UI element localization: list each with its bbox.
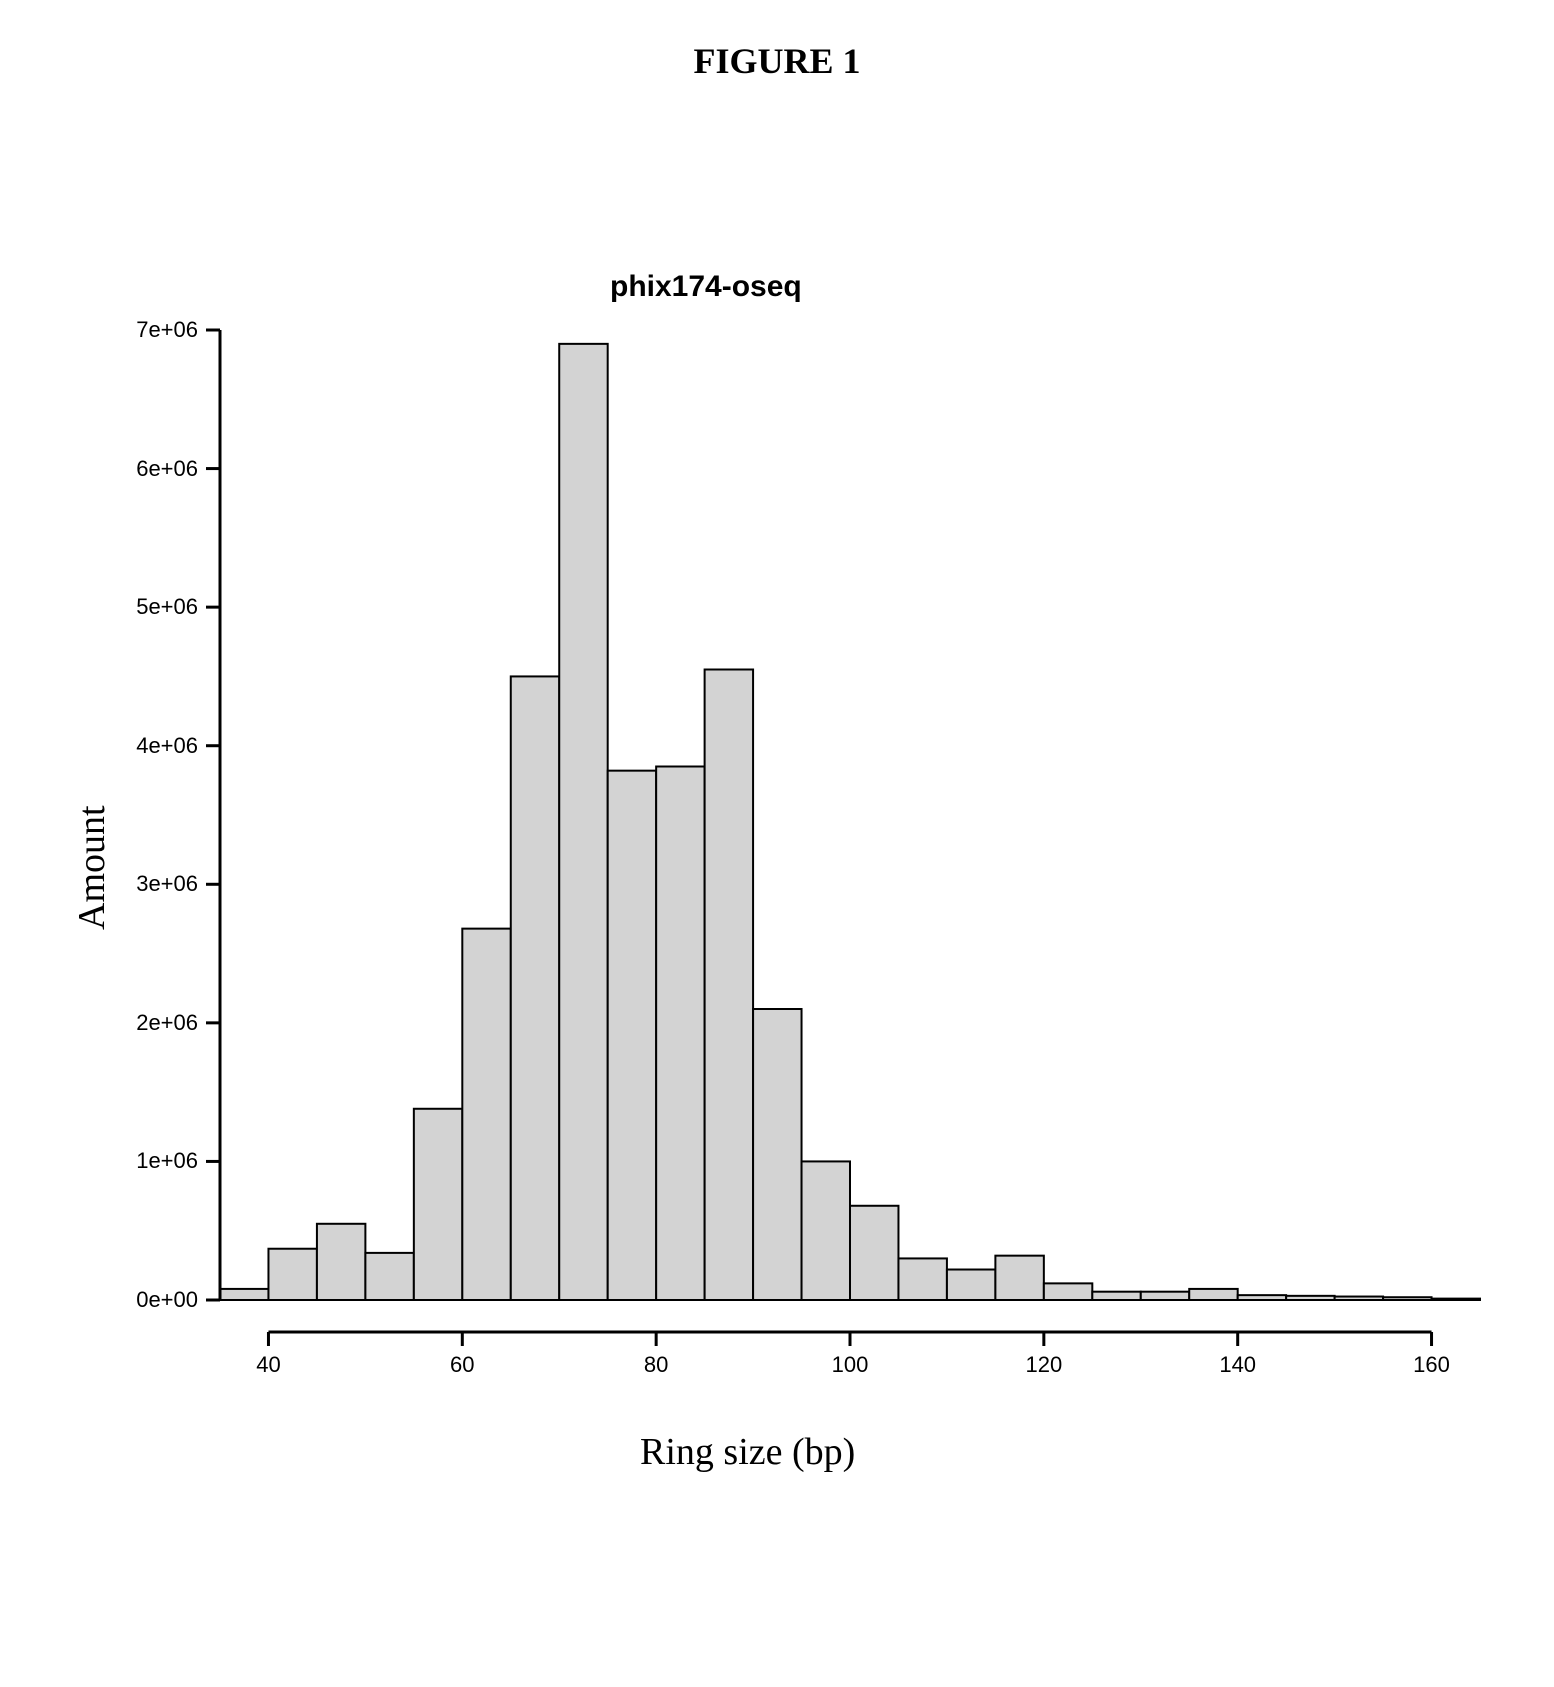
chart-plot-area	[220, 330, 1480, 1380]
histogram-bar	[802, 1161, 850, 1300]
histogram-bar	[1141, 1292, 1189, 1300]
histogram-bar	[705, 670, 753, 1301]
x-axis-tick-label: 100	[820, 1352, 880, 1378]
histogram-bar	[947, 1270, 995, 1300]
chart-xlabel: Ring size (bp)	[640, 1430, 855, 1474]
y-axis-tick-label: 4e+06	[108, 733, 198, 759]
chart-svg	[220, 330, 1480, 1380]
histogram-bar	[995, 1256, 1043, 1300]
figure-label: FIGURE 1	[0, 40, 1554, 82]
chart-title: phix174-oseq	[610, 270, 802, 304]
histogram-bar	[898, 1258, 946, 1300]
histogram-bar	[268, 1249, 316, 1300]
histogram-bar	[1432, 1299, 1480, 1300]
x-axis-tick-label: 140	[1208, 1352, 1268, 1378]
histogram-bar	[608, 771, 656, 1300]
histogram-bar	[317, 1224, 365, 1300]
y-axis-tick-label: 7e+06	[108, 317, 198, 343]
chart-ylabel: Amount	[70, 805, 114, 930]
histogram-bar	[1092, 1292, 1140, 1300]
y-axis-tick-label: 6e+06	[108, 456, 198, 482]
histogram-bar	[559, 344, 607, 1300]
histogram-bar	[850, 1206, 898, 1300]
histogram-bar	[1383, 1297, 1431, 1300]
histogram-bar	[753, 1009, 801, 1300]
y-axis-tick-label: 1e+06	[108, 1148, 198, 1174]
y-axis-tick-label: 3e+06	[108, 871, 198, 897]
x-axis-tick-label: 120	[1014, 1352, 1074, 1378]
histogram-bar	[656, 767, 704, 1301]
histogram-bar	[1238, 1295, 1286, 1300]
y-axis-tick-label: 2e+06	[108, 1010, 198, 1036]
histogram-bar	[1286, 1296, 1334, 1300]
histogram-bar	[511, 676, 559, 1300]
histogram-bar	[365, 1253, 413, 1300]
y-axis-tick-label: 5e+06	[108, 594, 198, 620]
histogram-bar	[1189, 1289, 1237, 1300]
histogram-bar	[414, 1109, 462, 1300]
x-axis-tick-label: 160	[1402, 1352, 1462, 1378]
x-axis-tick-label: 40	[238, 1352, 298, 1378]
histogram-bar	[1335, 1297, 1383, 1300]
x-axis-tick-label: 60	[432, 1352, 492, 1378]
x-axis-tick-label: 80	[626, 1352, 686, 1378]
histogram-bar	[220, 1289, 268, 1300]
histogram-bar	[462, 929, 510, 1300]
histogram-bar	[1044, 1283, 1092, 1300]
y-axis-tick-label: 0e+00	[108, 1287, 198, 1313]
